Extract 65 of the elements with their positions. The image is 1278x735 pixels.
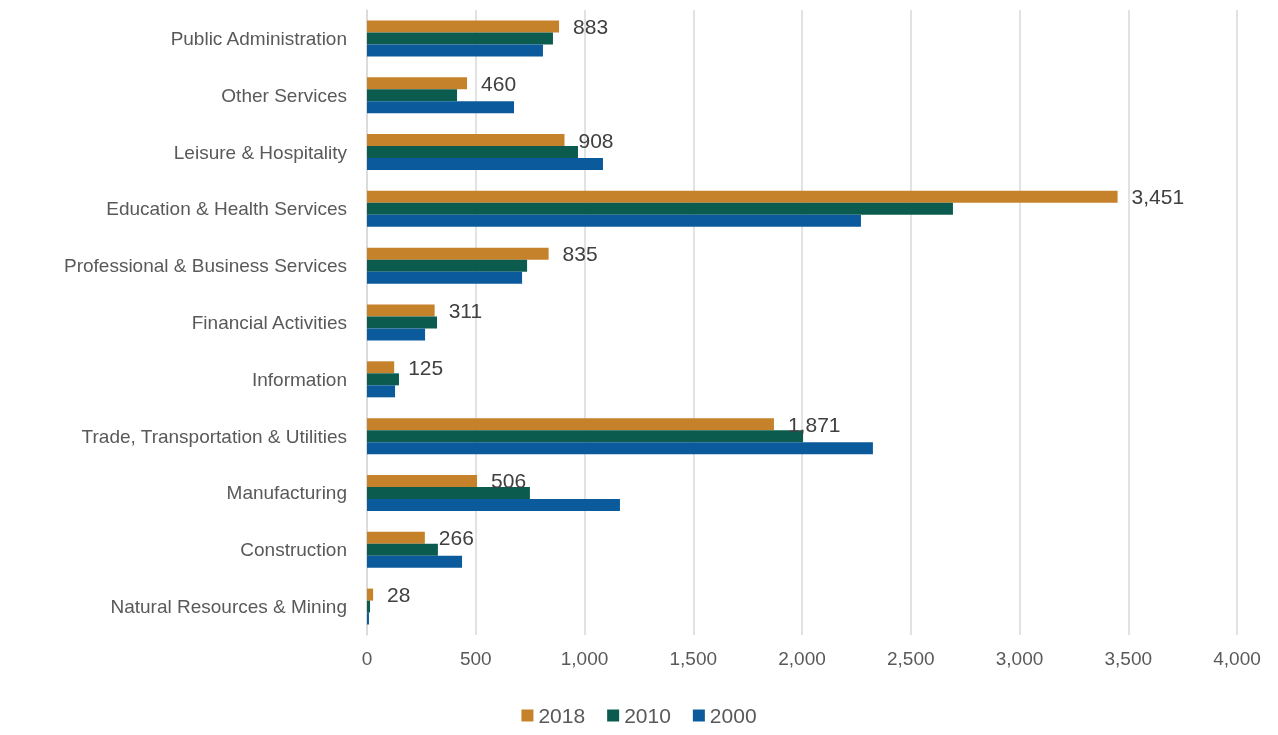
data-label: 883 — [573, 14, 609, 38]
x-tick-label: 500 — [459, 648, 492, 669]
y-tick-label: Trade, Transportation & Utilities — [81, 425, 347, 447]
bar — [367, 214, 861, 227]
bar — [367, 474, 478, 487]
bar — [367, 498, 620, 511]
y-tick-label: Public Administration — [170, 27, 347, 49]
bar — [367, 146, 578, 159]
x-tick-label: 3,000 — [995, 648, 1044, 669]
bar — [367, 555, 463, 568]
y-tick-label: Information — [251, 368, 347, 390]
x-tick-label: 0 — [361, 648, 373, 669]
bar — [367, 134, 565, 147]
x-tick-label: 3,500 — [1104, 648, 1153, 669]
y-tick-label: Financial Activities — [191, 312, 347, 333]
y-tick-label: Manufacturing — [226, 482, 347, 504]
bar — [367, 44, 543, 57]
bar — [367, 158, 603, 171]
x-tick-label: 1,000 — [560, 648, 609, 669]
bar — [367, 531, 425, 544]
data-label: 3,451 — [1131, 185, 1185, 209]
data-label: 266 — [438, 526, 474, 550]
bar — [367, 304, 435, 317]
x-tick-label: 2,000 — [778, 648, 826, 669]
data-label: 1,871 — [787, 412, 841, 436]
bar — [367, 600, 371, 613]
data-label: 460 — [481, 71, 517, 95]
legend-label: 2018 — [538, 704, 586, 727]
bar — [367, 271, 523, 284]
bar — [367, 77, 468, 90]
data-label: 28 — [387, 583, 411, 607]
y-tick-label: Other Services — [221, 84, 347, 106]
bar — [367, 247, 549, 260]
data-label: 908 — [578, 128, 614, 152]
bar — [367, 89, 458, 102]
x-tick-label: 2,500 — [886, 648, 935, 669]
bar — [367, 361, 395, 374]
bar — [367, 543, 438, 556]
bar — [367, 486, 530, 499]
bar — [367, 328, 426, 341]
bar — [367, 259, 528, 272]
bar — [367, 190, 1118, 203]
bar — [367, 32, 553, 45]
bar — [367, 588, 374, 601]
y-tick-label: Construction — [240, 539, 347, 561]
bar — [367, 418, 774, 431]
bar — [367, 385, 396, 398]
bar — [367, 373, 399, 386]
y-tick-label: Natural Resources & Mining — [110, 596, 347, 618]
y-tick-label: Leisure & Hospitality — [173, 141, 348, 163]
x-tick-label: 4,000 — [1213, 648, 1261, 669]
y-tick-label: Education & Health Services — [106, 198, 347, 220]
bar — [367, 202, 953, 215]
data-label: 835 — [562, 242, 598, 266]
data-label: 311 — [448, 299, 483, 322]
y-tick-label: Professional & Business Services — [63, 255, 347, 277]
data-label: 506 — [491, 469, 527, 493]
legend-label: 2000 — [709, 704, 757, 727]
x-tick-label: 1,500 — [669, 648, 718, 669]
data-label: 125 — [408, 355, 444, 379]
bar — [367, 101, 515, 114]
bar — [367, 316, 438, 329]
bar — [367, 20, 560, 33]
legend-label: 2010 — [624, 704, 671, 727]
bar — [367, 442, 873, 455]
